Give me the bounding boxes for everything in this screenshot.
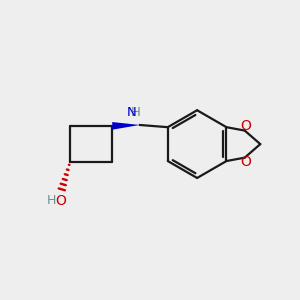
Text: O: O <box>241 119 252 133</box>
Text: O: O <box>56 194 67 208</box>
Text: O: O <box>241 155 252 169</box>
Text: N: N <box>126 106 136 119</box>
Text: H: H <box>47 194 56 207</box>
Text: H: H <box>131 106 141 119</box>
Polygon shape <box>112 122 140 130</box>
